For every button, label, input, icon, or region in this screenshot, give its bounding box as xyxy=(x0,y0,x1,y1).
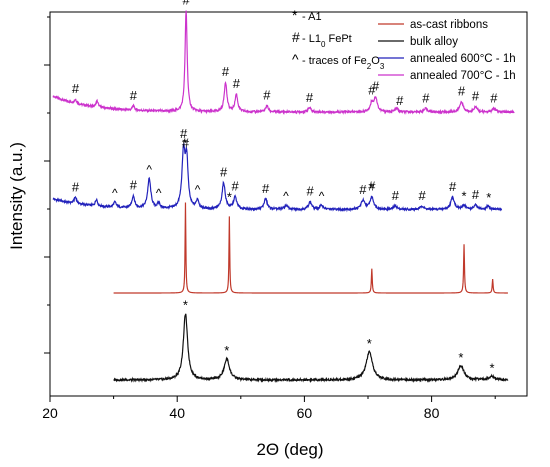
x-tick-label: 60 xyxy=(297,405,313,421)
peak-marker: * xyxy=(367,336,372,351)
phase-key-symbol: # xyxy=(292,29,300,45)
series-line-3 xyxy=(113,313,509,384)
peak-marker: ^ xyxy=(319,189,325,203)
peak-marker: * xyxy=(224,343,229,358)
series-line-2 xyxy=(113,202,508,294)
phase-key-text: - L10 FePt xyxy=(302,33,352,49)
plot-area xyxy=(49,11,528,397)
x-tick-label: 80 xyxy=(424,405,440,421)
peak-marker: # xyxy=(306,90,314,105)
peak-marker: # xyxy=(182,135,190,150)
phase-key-text: - traces of Fe2O3 xyxy=(302,55,385,71)
peak-marker: * xyxy=(182,136,187,151)
peak-marker: * xyxy=(369,181,374,196)
peak-marker: # xyxy=(222,64,230,79)
phase-key: * - A1# - L10 FePt^ - traces of Fe2O3 xyxy=(292,7,385,71)
peak-marker: # xyxy=(130,88,138,103)
y-axis-label: Intensity (a.u.) xyxy=(7,142,26,250)
peak-marker: # xyxy=(262,181,270,196)
peak-marker: ^ xyxy=(112,186,118,200)
peak-marker: # xyxy=(368,83,376,98)
peak-marker: # xyxy=(368,179,376,194)
peak-marker: # xyxy=(418,188,426,203)
x-axis: 20 40 60 80 xyxy=(42,396,496,421)
peak-marker: # xyxy=(359,182,367,197)
legend-label: as-cast ribbons xyxy=(410,19,488,31)
x-axis-label: 2Θ (deg) xyxy=(256,440,323,459)
peak-marker: ^ xyxy=(195,182,201,196)
peak-marker: # xyxy=(220,165,228,180)
y-axis xyxy=(44,16,50,354)
peak-marker: # xyxy=(392,188,400,203)
peak-marker: # xyxy=(182,0,190,8)
x-tick-label: 20 xyxy=(42,405,58,421)
peak-marker: * xyxy=(183,298,188,313)
peak-marker: # xyxy=(72,179,80,194)
peak-marker: * xyxy=(486,190,491,205)
peak-marker: # xyxy=(130,177,138,192)
phase-key-symbol: ^ xyxy=(292,51,299,67)
peak-marker: # xyxy=(263,88,271,103)
peak-marker: # xyxy=(472,89,480,104)
peak-marker: * xyxy=(458,350,463,365)
peak-marker: # xyxy=(422,90,430,105)
peak-marker: ^ xyxy=(156,186,162,200)
x-tick-label: 40 xyxy=(169,405,185,421)
peak-marker: # xyxy=(180,126,188,141)
phase-key-text: - A1 xyxy=(302,11,322,23)
peak-markers: # ##### # ### # # # ## ##### # # # ## ###^^^ ^ ^ ^**** **… xyxy=(72,0,498,375)
peak-marker: * xyxy=(227,189,232,204)
peak-marker: * xyxy=(489,360,494,375)
peak-marker: # xyxy=(307,184,315,199)
legend-label: bulk alloy xyxy=(410,36,458,48)
peak-marker: # xyxy=(458,83,466,98)
peak-marker: ^ xyxy=(283,189,289,203)
series-layer xyxy=(52,10,515,384)
peak-marker: # xyxy=(231,178,239,193)
peak-marker: ^ xyxy=(146,162,152,176)
legend: as-cast ribbons bulk alloy annealed 600°C … xyxy=(378,19,516,82)
peak-marker: # xyxy=(490,90,498,105)
series-line-1 xyxy=(52,143,503,213)
peak-marker: # xyxy=(233,76,241,91)
phase-key-symbol: * xyxy=(292,7,298,23)
peak-marker: # xyxy=(472,187,480,202)
peak-marker: # xyxy=(396,93,404,108)
peak-marker: # xyxy=(449,179,457,194)
peak-marker: # xyxy=(72,81,80,96)
legend-label: annealed 700°C - 1h xyxy=(410,70,516,82)
legend-label: annealed 600°C - 1h xyxy=(410,53,516,65)
series-line-0 xyxy=(52,10,515,116)
peak-marker: * xyxy=(462,189,467,204)
plot-frame xyxy=(49,11,528,397)
peak-marker: # xyxy=(372,78,380,93)
